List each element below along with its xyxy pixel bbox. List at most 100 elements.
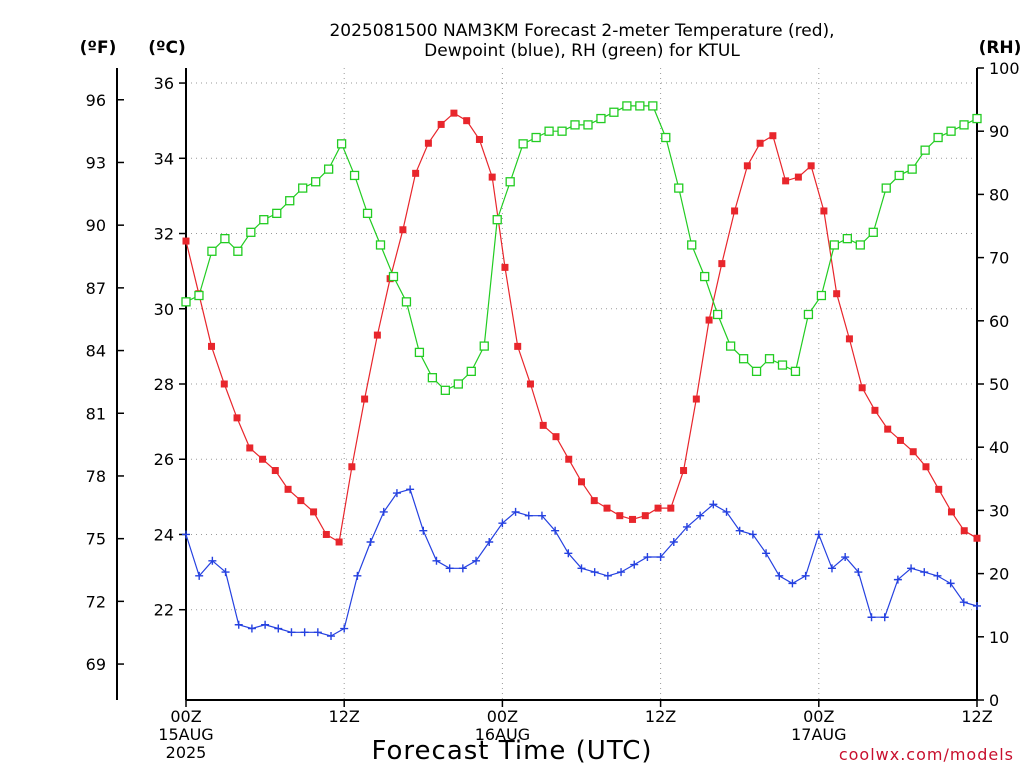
data-point <box>272 208 282 219</box>
data-point <box>842 233 852 244</box>
data-point <box>696 511 705 520</box>
data-point <box>340 624 349 633</box>
data-point <box>297 497 305 505</box>
data-point <box>463 117 471 125</box>
data-point <box>829 240 840 250</box>
data-point <box>424 139 432 147</box>
data-point <box>259 215 269 225</box>
data-point <box>348 463 356 471</box>
data-point <box>514 342 522 350</box>
data-point <box>466 366 476 377</box>
data-point <box>221 568 230 577</box>
data-point <box>933 571 942 580</box>
data-point <box>336 139 347 149</box>
celsius-tick-label: 32 <box>154 225 174 244</box>
series-dewpoint <box>182 485 981 641</box>
x-axis-title: Forecast Time (UTC) <box>371 736 652 766</box>
fahrenheit-unit-label: (ºF) <box>80 38 117 58</box>
data-point <box>700 271 710 282</box>
data-point <box>208 556 217 565</box>
celsius-tick-label: 24 <box>154 525 174 544</box>
data-point <box>577 564 586 573</box>
data-point <box>713 309 723 320</box>
data-point <box>743 162 751 170</box>
data-point <box>946 126 956 136</box>
rh-tick-label: 30 <box>989 501 1009 520</box>
data-point <box>182 530 190 539</box>
data-point <box>609 107 619 117</box>
data-point <box>322 530 330 538</box>
data-point <box>933 132 943 143</box>
data-point <box>922 463 930 471</box>
data-point <box>261 620 270 629</box>
fahrenheit-tick-label: 96 <box>86 91 106 110</box>
data-point <box>833 290 841 298</box>
data-point <box>311 177 321 187</box>
data-point <box>287 628 296 637</box>
data-point <box>285 196 295 206</box>
data-point <box>414 347 425 358</box>
data-point <box>246 227 256 237</box>
data-point <box>233 246 243 256</box>
data-point <box>570 120 580 130</box>
fahrenheit-tick-label: 72 <box>86 592 106 611</box>
data-point <box>854 568 863 577</box>
data-point <box>583 120 593 130</box>
data-point <box>735 526 744 535</box>
data-point <box>635 101 645 111</box>
rh-tick-label: 80 <box>989 185 1009 204</box>
data-point <box>738 354 749 364</box>
data-point <box>893 575 902 584</box>
data-series <box>181 101 982 641</box>
data-point <box>475 135 483 143</box>
data-point <box>616 512 624 520</box>
data-point <box>194 290 204 301</box>
data-point <box>947 508 955 516</box>
celsius-unit-label: (ºC) <box>148 38 186 58</box>
rh-tick-label: 0 <box>989 691 999 710</box>
data-point <box>973 601 981 610</box>
data-point <box>603 504 611 512</box>
data-point <box>946 579 955 588</box>
rh-tick-label: 20 <box>989 565 1009 584</box>
data-point <box>437 120 445 128</box>
data-point <box>195 571 204 580</box>
fahrenheit-tick-label: 75 <box>86 530 106 549</box>
credit-label: coolwx.com/models <box>839 745 1014 764</box>
data-point <box>284 485 292 493</box>
data-point <box>247 624 256 633</box>
celsius-tick-label: 30 <box>154 300 174 319</box>
data-point <box>617 568 626 577</box>
data-point <box>564 549 573 558</box>
rh-tick-label: 90 <box>989 122 1009 141</box>
data-point <box>722 507 731 516</box>
axes <box>116 67 984 707</box>
data-point <box>246 444 254 452</box>
series-line <box>185 112 978 543</box>
data-point <box>412 169 420 177</box>
data-point <box>909 448 917 456</box>
data-point <box>629 515 637 523</box>
data-point <box>298 183 308 193</box>
celsius-tick-label: 34 <box>154 149 174 168</box>
data-point <box>399 226 407 234</box>
data-point <box>427 373 438 383</box>
data-point <box>557 126 567 136</box>
data-point <box>488 173 496 181</box>
data-point <box>498 519 507 528</box>
rh-tick-label: 100 <box>989 59 1020 78</box>
celsius-tick-label: 36 <box>154 74 174 93</box>
time-tick-label: 12Z <box>645 707 676 726</box>
data-point <box>537 511 546 520</box>
data-point <box>682 522 691 531</box>
time-tick-label: 15AUG <box>158 725 213 744</box>
data-point <box>680 467 688 475</box>
data-point <box>271 467 279 475</box>
data-point <box>552 433 560 441</box>
data-point <box>353 571 362 580</box>
data-point <box>603 571 612 580</box>
data-point <box>590 497 598 505</box>
data-point <box>801 571 810 580</box>
fahrenheit-tick-label: 84 <box>86 342 106 361</box>
fahrenheit-tick-label: 69 <box>86 655 106 674</box>
